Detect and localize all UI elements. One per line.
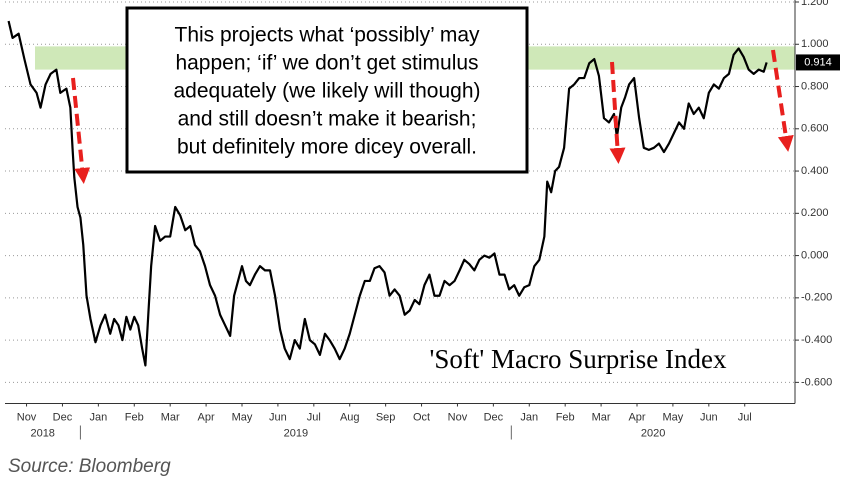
source: Source: Bloomberg <box>8 456 171 477</box>
y-tick-label: 0.400 <box>801 165 829 177</box>
note-line: but definitely more dicey overall. <box>177 136 477 159</box>
arrow <box>609 61 626 164</box>
y-tick-label: 0.200 <box>801 207 829 219</box>
note-line: adequately (we likely will though) <box>174 80 481 103</box>
x-tick-label: Sep <box>376 411 396 423</box>
line <box>7 20 768 367</box>
x-tick-label: Jun <box>269 411 287 423</box>
x-tick-label: Oct <box>413 411 430 423</box>
x-tick-label: Jul <box>307 411 321 423</box>
arrow <box>771 49 794 152</box>
x-tick-label: Jan <box>89 411 107 423</box>
x-tick-label: Aug <box>340 411 360 423</box>
annotation: 'Soft' Macro Surprise Index <box>430 344 727 374</box>
x-group-label: 2019 <box>284 427 308 439</box>
y-tick-label: 0.800 <box>801 80 829 92</box>
y-tick-label: -0.200 <box>801 292 832 304</box>
x-tick-label: May <box>232 411 253 423</box>
x-tick-label: Dec <box>53 411 73 423</box>
note: This projects what ‘possibly’ may happen;… <box>174 24 481 159</box>
y-tick-label: -0.400 <box>801 334 832 346</box>
x-tick-label: Jun <box>700 411 718 423</box>
y-tick-label: 0.000 <box>801 249 829 261</box>
note-line: This projects what ‘possibly’ may <box>175 24 480 47</box>
note-line: and still doesn’t make it bearish; <box>178 108 477 131</box>
arrow <box>71 77 91 184</box>
y-tick-label: 0.600 <box>801 123 829 135</box>
x-tick-label: Jan <box>520 411 538 423</box>
note-box <box>125 6 529 174</box>
x-tick-label: Feb <box>125 411 144 423</box>
x-tick-label: Mar <box>592 411 611 423</box>
value-label-box <box>796 54 840 71</box>
value-label: 0.914 <box>804 56 832 68</box>
y-tick-label: 1.000 <box>801 38 829 50</box>
x-tick-label: Nov <box>448 411 468 423</box>
note-line: happen; ‘if’ we don’t get stimulus <box>175 52 478 75</box>
y-tick-label: -0.600 <box>801 376 832 388</box>
x-group-label: 2020 <box>641 427 665 439</box>
x-tick-label: May <box>663 411 684 423</box>
x-tick-label: Mar <box>161 411 180 423</box>
x-tick-label: Nov <box>17 411 37 423</box>
x-tick-label: Jul <box>738 411 752 423</box>
x-group-label: 2018 <box>30 427 54 439</box>
x-tick-label: Apr <box>198 411 215 423</box>
x-tick-label: Dec <box>484 411 504 423</box>
y-tick-label: 1.200 <box>801 0 829 8</box>
x-tick-label: Feb <box>556 411 575 423</box>
x-tick-label: Apr <box>628 411 645 423</box>
